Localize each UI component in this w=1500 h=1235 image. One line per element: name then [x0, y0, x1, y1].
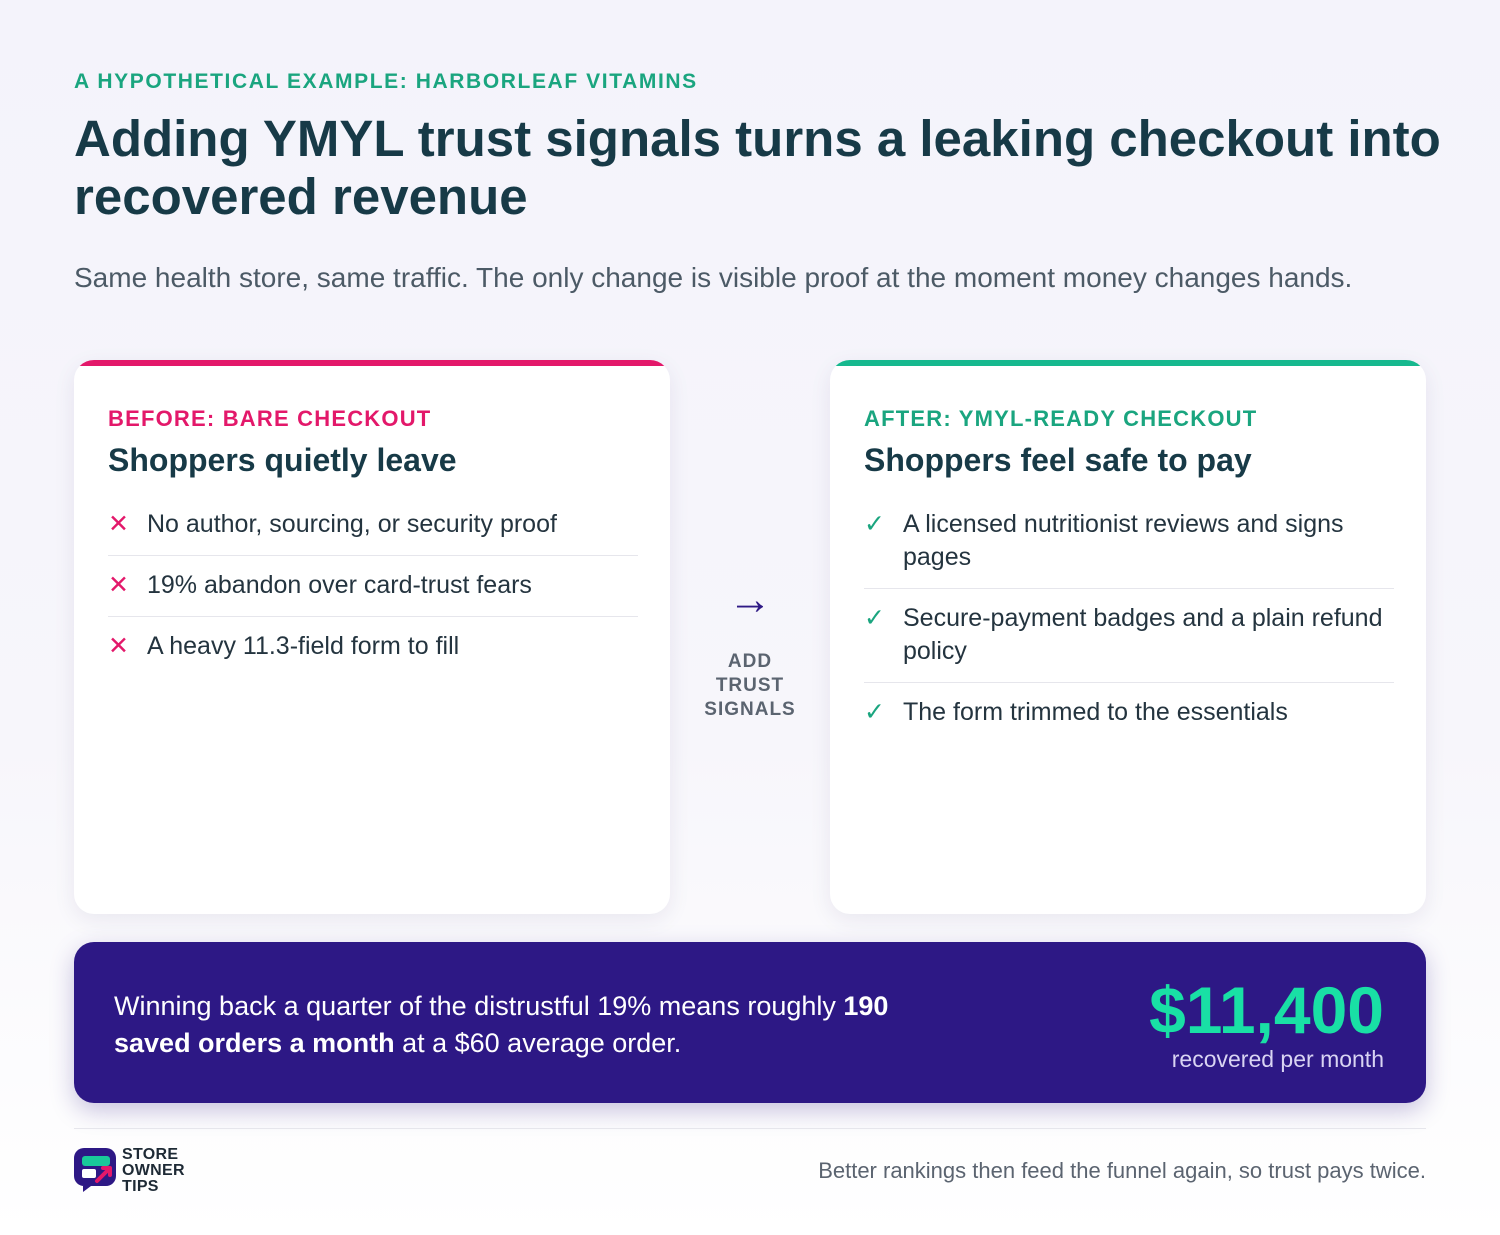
list-item: ✓ The form trimmed to the essentials: [864, 683, 1394, 743]
list-item-text: A licensed nutritionist reviews and sign…: [903, 510, 1344, 571]
x-icon: ✕: [108, 632, 129, 660]
recovered-caption: recovered per month: [1171, 1046, 1384, 1072]
list-item-text: No author, sourcing, or security proof: [147, 510, 557, 538]
list-item: ✕ A heavy 11.3-field form to fill: [108, 617, 638, 677]
list-item: ✕ No author, sourcing, or security proof: [108, 500, 638, 556]
list-item: ✓ A licensed nutritionist reviews and si…: [864, 500, 1394, 589]
before-card: BEFORE: BARE CHECKOUT Shoppers quietly l…: [74, 360, 670, 914]
banner-text: Winning back a quarter of the distrustfu…: [114, 988, 934, 1062]
transition-label-line: SIGNALS: [704, 699, 796, 720]
before-tag: BEFORE: BARE CHECKOUT: [108, 406, 432, 431]
after-card: AFTER: YMYL-READY CHECKOUT Shoppers feel…: [830, 360, 1426, 914]
list-item-text: 19% abandon over card-trust fears: [147, 571, 532, 599]
before-list: ✕ No author, sourcing, or security proof…: [108, 500, 638, 677]
banner-text-part: at a $60 average order.: [394, 1028, 682, 1058]
transition-label: ADD TRUST SIGNALS: [690, 650, 810, 722]
after-list: ✓ A licensed nutritionist reviews and si…: [864, 500, 1394, 743]
footer-divider: [74, 1128, 1426, 1129]
after-heading: Shoppers feel safe to pay: [864, 442, 1252, 478]
before-heading: Shoppers quietly leave: [108, 442, 457, 478]
transition-label-line: ADD: [727, 651, 773, 672]
store-owner-tips-logo-icon: [74, 1148, 116, 1192]
x-icon: ✕: [108, 510, 129, 538]
page-title: Adding YMYL trust signals turns a leakin…: [74, 110, 1441, 225]
footer-note: Better rankings then feed the funnel aga…: [818, 1158, 1426, 1183]
x-icon: ✕: [108, 571, 129, 599]
recovered-value: $11,400: [1149, 973, 1384, 1047]
list-item: ✓ Secure-payment badges and a plain refu…: [864, 589, 1394, 683]
check-icon: ✓: [864, 698, 885, 726]
eyebrow: A HYPOTHETICAL EXAMPLE: HARBORLEAF VITAM…: [74, 70, 698, 93]
arrow-right-icon: →: [728, 575, 772, 624]
brand-name: STORE OWNER TIPS: [122, 1147, 185, 1195]
banner-text-bold: 190 saved orders a month: [114, 991, 889, 1058]
after-tag: AFTER: YMYL-READY CHECKOUT: [864, 406, 1258, 431]
banner-text-part: Winning back a quarter of the distrustfu…: [114, 991, 844, 1021]
list-item-text: The form trimmed to the essentials: [903, 698, 1288, 726]
transition-label-line: TRUST: [715, 675, 785, 696]
brand-name-line: OWNER: [122, 1162, 185, 1179]
page-subtitle: Same health store, same traffic. The onl…: [74, 262, 1353, 293]
check-icon: ✓: [864, 604, 885, 632]
brand-name-line: STORE: [122, 1146, 179, 1163]
check-icon: ✓: [864, 510, 885, 538]
list-item-text: Secure-payment badges and a plain refund…: [903, 604, 1383, 665]
result-banner: Winning back a quarter of the distrustfu…: [74, 942, 1426, 1103]
list-item-text: A heavy 11.3-field form to fill: [147, 632, 460, 660]
list-item: ✕ 19% abandon over card-trust fears: [108, 556, 638, 617]
brand-name-line: TIPS: [122, 1178, 159, 1195]
